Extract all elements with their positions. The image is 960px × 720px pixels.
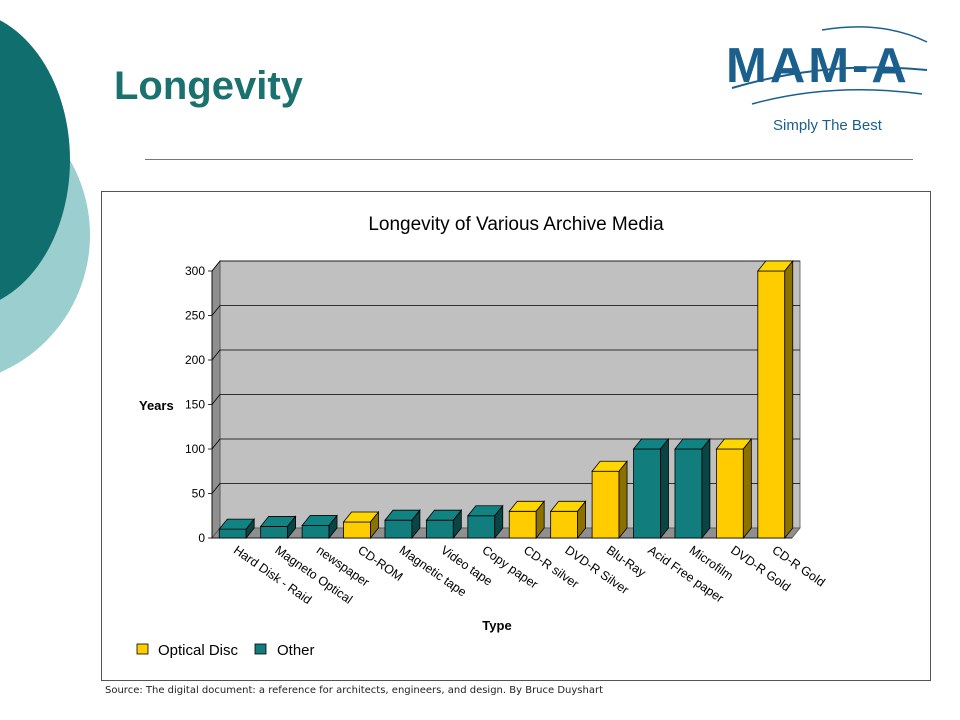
bar-front	[674, 448, 703, 539]
gridline	[211, 438, 800, 450]
bar-side	[660, 437, 669, 540]
bar-front	[343, 521, 371, 539]
logo-tagline: Simply The Best	[773, 117, 882, 134]
y-tick-label: 100	[185, 442, 205, 456]
bar-front	[260, 526, 289, 539]
bar-front	[757, 270, 786, 539]
slide-title: Longevity	[114, 64, 303, 108]
category-label: Acid Free paper	[645, 543, 726, 605]
y-tick-label: 250	[185, 309, 205, 323]
title-divider	[145, 159, 913, 160]
bar	[715, 437, 753, 540]
chart-title: Longevity of Various Archive Media	[368, 214, 664, 235]
bar	[756, 259, 794, 540]
bar	[674, 437, 711, 540]
bar-side	[577, 500, 587, 540]
bar-side	[370, 510, 379, 540]
bar-front	[550, 510, 579, 539]
plot-floor	[211, 527, 801, 539]
legend-swatch-optical	[136, 643, 149, 655]
bar-side	[287, 515, 297, 540]
bar-side	[618, 460, 628, 540]
dark-teal-circle	[0, 20, 70, 300]
bar-side	[245, 517, 255, 540]
x-axis-label: Type	[482, 618, 511, 633]
gridline	[211, 394, 800, 405]
bar-side	[452, 509, 462, 540]
y-tick-label: 50	[192, 487, 206, 501]
gridline	[211, 305, 800, 316]
bars-group	[218, 259, 794, 540]
bar-front	[591, 470, 620, 539]
y-tick-label: 300	[185, 264, 205, 278]
bar-front	[715, 448, 744, 539]
bar	[384, 509, 421, 540]
bar	[425, 509, 463, 540]
legend: Optical Disc Other	[136, 642, 315, 659]
bar-side	[742, 437, 752, 540]
bar	[301, 514, 338, 540]
y-tick-label: 0	[198, 531, 205, 545]
bar-front	[301, 525, 330, 539]
source-citation: Source: The digital document: a referenc…	[105, 685, 604, 696]
legend-swatch-other	[254, 643, 267, 655]
bar	[342, 510, 380, 540]
bar-side	[411, 509, 421, 540]
bar-front	[218, 528, 247, 539]
mama-logo-swoosh	[731, 26, 928, 105]
bar-side	[784, 259, 794, 540]
y-axis-label: Years	[139, 398, 174, 413]
bar	[549, 500, 587, 540]
bar	[632, 437, 670, 540]
bar-front	[633, 448, 661, 539]
chart-container: Longevity of Various Archive Media 0 50 10…	[101, 191, 931, 681]
bar-side	[328, 514, 338, 540]
gridline	[211, 260, 800, 272]
background-decoration	[0, 20, 90, 373]
legend-label-other: Other	[277, 642, 315, 659]
logo-wordmark: MAM-A	[726, 39, 910, 93]
bar-front	[384, 519, 413, 539]
bar-front	[467, 515, 496, 539]
gridline	[211, 349, 800, 361]
legend-label-optical: Optical Disc	[158, 642, 239, 659]
bar	[591, 460, 628, 540]
bar-front	[508, 510, 537, 539]
bar	[259, 515, 297, 540]
bar-side	[701, 437, 711, 540]
y-tick-label: 150	[185, 398, 205, 412]
y-tick-label: 200	[185, 353, 205, 367]
bar	[218, 517, 256, 540]
bar-side	[535, 500, 545, 540]
bar	[466, 504, 504, 540]
bar-chart: Longevity of Various Archive Media 0 50 10…	[136, 214, 828, 659]
bar-side	[494, 504, 504, 540]
bar	[508, 500, 546, 540]
bar-front	[425, 519, 454, 539]
